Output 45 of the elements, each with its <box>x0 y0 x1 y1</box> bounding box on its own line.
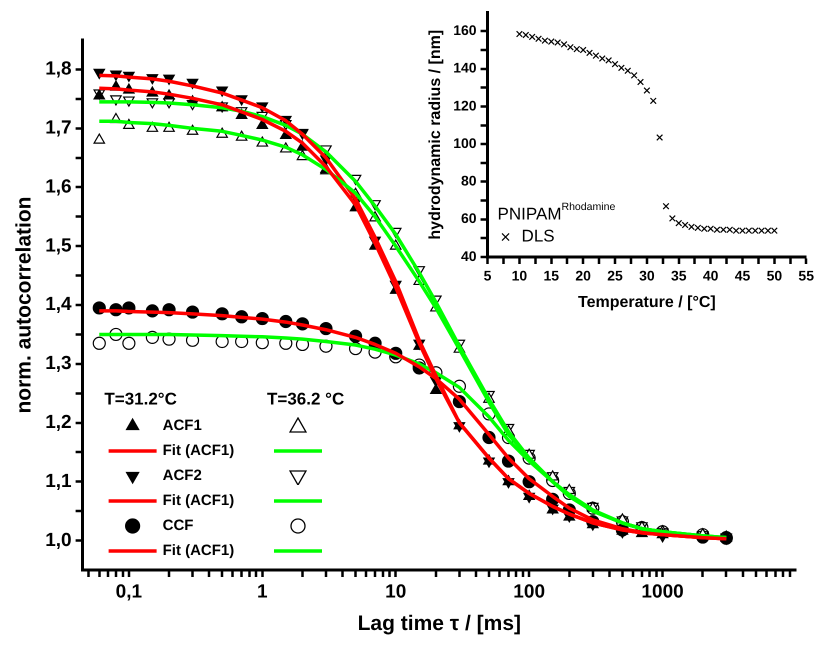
x-tick-label: 45 <box>734 267 750 284</box>
y-tick-label: 140 <box>453 60 477 76</box>
y-tick-label: 1,4 <box>45 294 72 316</box>
x-tick-label: 10 <box>385 582 406 603</box>
y-axis-title: hydrodynamic radius / [nm] <box>427 30 444 240</box>
y-tick-label: 1,6 <box>45 176 72 198</box>
legend-label: Fit (ACF1) <box>162 442 234 460</box>
y-tick-label: 120 <box>453 97 477 114</box>
y-axis-title: norm. autocorrelation <box>12 196 36 414</box>
y-tick-label: 60 <box>460 210 477 226</box>
y-tick-label: 1,5 <box>45 235 72 256</box>
legend-label: ACF1 <box>162 417 202 434</box>
x-tick-label: 35 <box>670 267 687 284</box>
y-tick-label: 1,7 <box>45 118 72 139</box>
x-axis-title: Lag time τ / [ms] <box>358 612 522 636</box>
y-tick-label: 40 <box>460 248 477 264</box>
x-axis-title: Temperature / [°C] <box>578 294 716 311</box>
x-tick-label: 55 <box>798 267 814 284</box>
x-tick-label: 30 <box>639 267 655 284</box>
legend-label: CCF <box>162 517 194 534</box>
legend-label: Fit (ACF1) <box>162 542 234 560</box>
y-tick-label: 100 <box>453 134 477 151</box>
y-tick-label: 1,3 <box>45 353 72 374</box>
y-tick-label: 1,2 <box>45 412 72 434</box>
legend-label: ACF2 <box>162 467 202 484</box>
x-tick-label: 50 <box>766 267 782 284</box>
x-tick-label: 5 <box>484 267 492 284</box>
x-tick-label: 10 <box>512 267 528 284</box>
x-tick-label: 20 <box>575 267 592 284</box>
annotation: T=31.2°C <box>104 390 177 409</box>
x-tick-label: 1000 <box>641 582 684 603</box>
x-tick-label: 1 <box>257 582 268 603</box>
y-tick-label: 160 <box>453 22 477 38</box>
legend-label: DLS <box>522 226 555 246</box>
x-tick-label: 15 <box>544 267 560 284</box>
x-tick-label: 40 <box>702 267 719 284</box>
x-tick-label: 100 <box>513 582 546 603</box>
x-tick-label: 25 <box>607 267 624 284</box>
legend-label: Fit (ACF1) <box>162 492 234 510</box>
y-tick-label: 80 <box>460 172 477 189</box>
y-tick-label: 1,1 <box>45 470 72 492</box>
y-tick-label: 1,8 <box>45 58 72 80</box>
annotation: T=36.2 °C <box>267 390 344 409</box>
y-tick-label: 1,0 <box>45 530 72 551</box>
x-tick-label: 0,1 <box>116 582 143 603</box>
